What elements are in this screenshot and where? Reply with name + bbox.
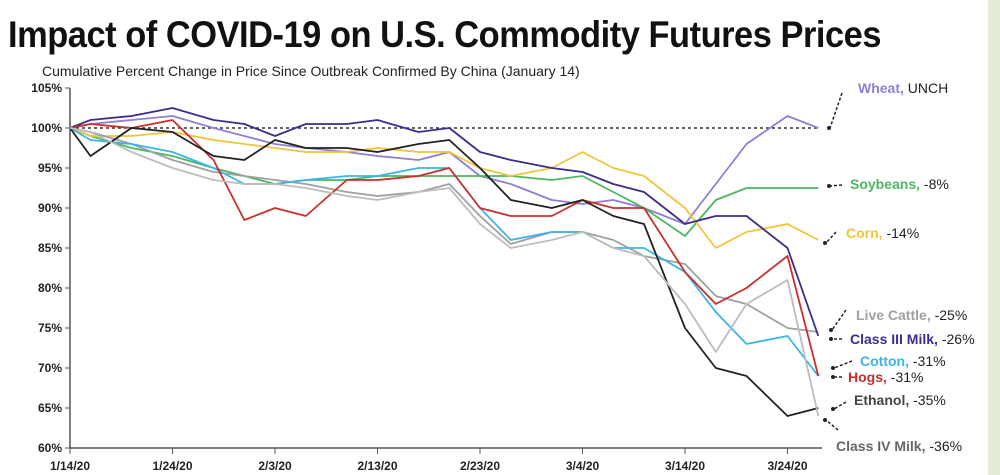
y-tick-label: 90% (38, 201, 62, 215)
series-name: Class IV Milk (836, 438, 922, 454)
label-arrow (825, 231, 837, 244)
label-arrow (831, 309, 847, 331)
series-change: -8% (923, 176, 949, 192)
series-name: Wheat (858, 80, 900, 96)
label-arrow (829, 92, 843, 129)
series-name: Hogs (848, 369, 883, 385)
series-name: Live Cattle (856, 307, 927, 323)
series-line-class-iii-milk (69, 107, 820, 337)
series-change: -31% (912, 353, 946, 369)
series-label: Live Cattle, -25% (856, 307, 967, 323)
y-tick-label: 70% (38, 361, 62, 375)
series-label: Class III Milk, -26% (850, 331, 975, 347)
series-change: UNCH (907, 80, 949, 96)
series-line-cotton (69, 127, 820, 377)
x-tick-label: 3/4/20 (566, 459, 600, 473)
series-line-hogs (69, 119, 820, 377)
series-line-live-cattle (69, 127, 819, 333)
x-tick-label: 3/14/20 (665, 459, 705, 473)
series-name: Corn (846, 225, 879, 241)
separator: , (905, 353, 913, 369)
arrow-head (823, 241, 827, 245)
arrow-head (823, 418, 827, 422)
arrow-head (829, 337, 833, 341)
arrow-head (831, 375, 835, 379)
y-tick-label: 60% (38, 441, 62, 455)
y-tick-label: 75% (38, 321, 62, 335)
y-tick-label: 95% (38, 161, 62, 175)
separator: , (921, 438, 930, 454)
series-change: -35% (913, 392, 946, 408)
series-change: -14% (886, 225, 920, 241)
series-name: Ethanol (854, 392, 906, 408)
x-tick-label: 2/3/20 (258, 459, 292, 473)
series-label: Class IV Milk, -36% (836, 438, 962, 454)
series-change: -26% (941, 331, 975, 347)
y-tick-label: 100% (31, 121, 62, 135)
arrow-head (831, 407, 835, 411)
series-change: -25% (934, 307, 968, 323)
series-change: -36% (929, 438, 963, 454)
series-label: Wheat, UNCH (858, 80, 948, 96)
series-name: Soybeans (850, 176, 917, 192)
arrow-head (829, 328, 833, 332)
x-tick-label: 2/13/20 (357, 459, 397, 473)
series-name: Cotton (860, 353, 906, 369)
series-label: Ethanol, -35% (854, 392, 946, 408)
separator: , (900, 80, 908, 96)
arrow-head (831, 366, 835, 370)
separator: , (916, 176, 924, 192)
series-line-soybeans (69, 127, 819, 237)
y-tick-label: 105% (31, 81, 62, 95)
y-tick-label: 80% (38, 281, 62, 295)
y-tick-label: 85% (38, 241, 62, 255)
label-arrow (833, 360, 853, 369)
separator: , (934, 331, 942, 347)
label-arrow (829, 184, 843, 187)
series-label: Corn, -14% (846, 225, 919, 241)
series-line-class-iv-milk (69, 127, 820, 417)
chart-subtitle: Cumulative Percent Change in Price Since… (42, 63, 580, 79)
y-tick-label: 65% (38, 401, 62, 415)
arrow-head (827, 184, 831, 188)
separator: , (883, 369, 891, 385)
chart-title: Impact of COVID-19 on U.S. Commodity Fut… (8, 14, 882, 55)
series-label: Hogs, -31% (848, 369, 923, 385)
series-label: Cotton, -31% (860, 353, 946, 369)
series-change: -31% (890, 369, 924, 385)
x-tick-label: 1/14/20 (50, 459, 90, 473)
x-tick-label: 2/23/20 (460, 459, 500, 473)
x-tick-label: 1/24/20 (152, 459, 192, 473)
series-name: Class III Milk (850, 331, 935, 347)
series-label: Soybeans, -8% (850, 176, 949, 192)
label-arrow (833, 401, 847, 410)
label-arrow (825, 419, 839, 431)
separator: , (926, 307, 935, 323)
separator: , (878, 225, 887, 241)
arrow-head (827, 126, 831, 130)
series-line-ethanol (69, 127, 819, 417)
x-tick-label: 3/24/20 (767, 459, 807, 473)
separator: , (905, 392, 914, 408)
page-edge (988, 0, 1000, 475)
